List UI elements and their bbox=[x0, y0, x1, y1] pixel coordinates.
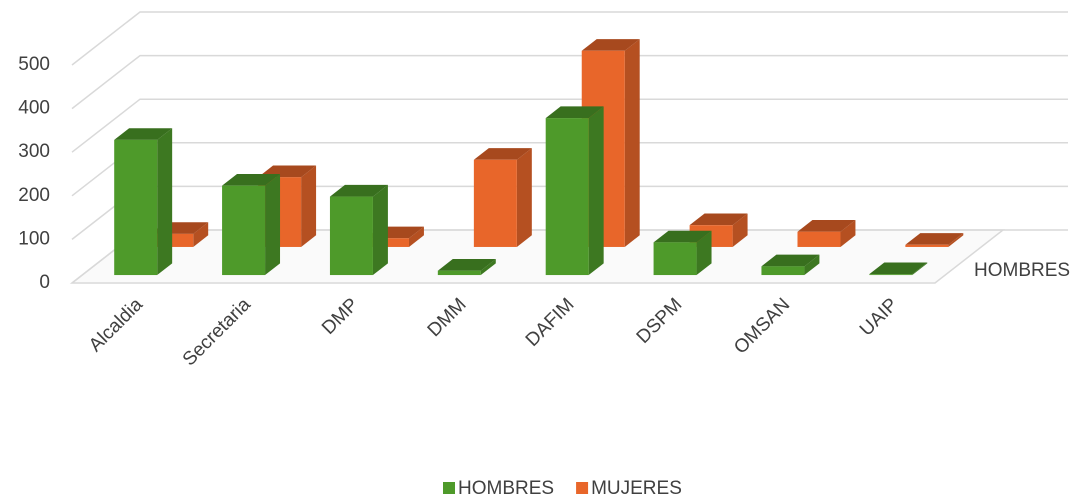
bar-front bbox=[329, 196, 373, 276]
bar-side bbox=[301, 165, 317, 247]
bar bbox=[114, 128, 173, 276]
bar-top bbox=[581, 39, 640, 51]
bar-top bbox=[114, 128, 173, 140]
bar-side bbox=[696, 230, 712, 276]
y-tick-label: 500 bbox=[18, 54, 50, 75]
x-tick-label: Secretaria bbox=[179, 294, 255, 370]
bar-top bbox=[222, 174, 281, 186]
bar-front bbox=[905, 244, 949, 247]
grid-line bbox=[71, 98, 1068, 153]
bar-front bbox=[761, 266, 805, 276]
bar-front bbox=[797, 231, 841, 247]
bar-front bbox=[473, 159, 517, 247]
bar-side bbox=[732, 213, 748, 247]
y-tick-label: 300 bbox=[18, 141, 50, 162]
bar bbox=[437, 259, 496, 276]
bar-side bbox=[588, 106, 604, 276]
bar-front bbox=[114, 139, 158, 276]
bar bbox=[653, 230, 712, 276]
x-tick-label: DMM bbox=[424, 294, 471, 341]
bar bbox=[222, 174, 281, 276]
bar bbox=[905, 233, 964, 247]
legend-label: HOMBRES bbox=[458, 478, 554, 499]
bar-front bbox=[437, 270, 481, 276]
legend-label: MUJERES bbox=[591, 478, 682, 499]
legend-swatch bbox=[576, 482, 589, 494]
bar-side bbox=[912, 262, 928, 276]
x-tick-label: OMSAN bbox=[730, 294, 794, 358]
x-tick-label: UAIP bbox=[856, 294, 902, 340]
bar-top bbox=[761, 254, 820, 267]
bar-side bbox=[265, 174, 281, 276]
bar bbox=[869, 262, 928, 276]
bar-side bbox=[372, 184, 388, 276]
depth-axis-label: HOMBRES bbox=[974, 260, 1070, 281]
bar-front bbox=[222, 185, 266, 276]
bar bbox=[473, 148, 532, 247]
bar-side bbox=[804, 254, 820, 276]
bar bbox=[797, 220, 856, 247]
bar-front bbox=[869, 274, 913, 276]
bar-top bbox=[329, 184, 388, 197]
x-tick-label: DMP bbox=[318, 294, 363, 339]
grid-line bbox=[71, 54, 1068, 110]
bar-side bbox=[516, 148, 532, 247]
y-tick-label: 200 bbox=[18, 185, 50, 206]
bar-top bbox=[437, 259, 496, 271]
bar-side bbox=[624, 39, 640, 247]
legend-swatch bbox=[443, 482, 455, 494]
bar-front bbox=[545, 118, 589, 276]
bar-side bbox=[157, 128, 173, 276]
bar-side bbox=[408, 226, 424, 247]
bar bbox=[329, 184, 388, 276]
bar-side bbox=[193, 222, 209, 247]
bar bbox=[761, 254, 820, 276]
y-tick-label: 0 bbox=[39, 272, 50, 293]
bar-top bbox=[653, 230, 712, 243]
bar-top bbox=[797, 220, 856, 232]
bar-front bbox=[653, 242, 697, 276]
bar-top bbox=[905, 233, 964, 245]
bar-top bbox=[545, 106, 604, 119]
bar-top bbox=[689, 213, 748, 226]
x-tick-label: Alcaldia bbox=[85, 294, 147, 356]
bar-side bbox=[948, 233, 964, 247]
grid-line bbox=[71, 11, 1068, 66]
floor bbox=[69, 229, 1006, 284]
bar-top bbox=[473, 148, 532, 160]
bar-top bbox=[869, 262, 928, 275]
x-tick-label: DAFIM bbox=[522, 294, 579, 351]
bar-side bbox=[480, 259, 496, 276]
y-tick-label: 400 bbox=[18, 98, 50, 119]
x-tick-label: DSPM bbox=[633, 294, 687, 348]
y-tick-label: 100 bbox=[18, 228, 50, 249]
bar-side bbox=[840, 220, 856, 247]
bar bbox=[545, 106, 604, 276]
